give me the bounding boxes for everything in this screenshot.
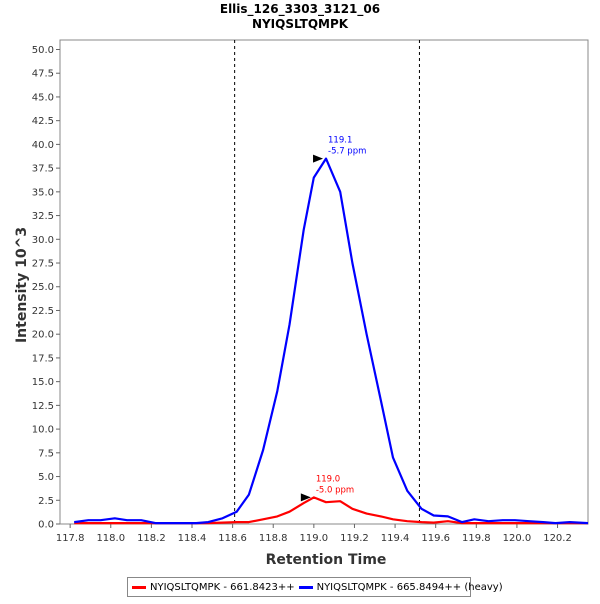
y-tick-label: 15.0	[32, 377, 54, 388]
y-tick-label: 42.5	[32, 116, 54, 127]
x-tick-label: 118.6	[218, 533, 247, 544]
legend-swatch-light	[132, 585, 146, 589]
x-tick-label: 118.2	[137, 533, 166, 544]
x-tick-label: 119.4	[381, 533, 410, 544]
peak-rt-label: 119.0	[316, 474, 340, 484]
y-tick-label: 22.5	[32, 306, 54, 317]
x-tick-label: 118.0	[96, 533, 125, 544]
x-tick-label: 118.8	[259, 533, 288, 544]
y-tick-label: 27.5	[32, 259, 54, 270]
plot-area: 0.0 2.5 5.0 7.5 10.0 12.5 15.0 17.5 20.0 22.5 25.0…	[32, 39, 589, 544]
x-axis-label: Retention Time	[266, 552, 387, 568]
x-tick-label: 120.2	[543, 533, 572, 544]
x-tick-label: 119.6	[421, 533, 450, 544]
y-tick-label: 0.0	[38, 520, 54, 531]
y-tick-label: 17.5	[32, 353, 54, 364]
peak-marker	[313, 154, 324, 163]
peak-marker	[300, 493, 311, 502]
y-tick-label: 47.5	[32, 69, 54, 80]
x-tick-label: 120.0	[503, 533, 532, 544]
x-tick-label: 117.8	[56, 533, 85, 544]
y-tick-label: 35.0	[32, 187, 54, 198]
legend-label-heavy: NYIQSLTQMPK - 665.8494++ (heavy)	[316, 581, 503, 593]
legend-label-light: NYIQSLTQMPK - 661.8423++	[150, 581, 295, 593]
x-tick-label: 118.4	[178, 533, 207, 544]
peak-ppm-label: -5.0 ppm	[316, 485, 354, 495]
y-tick-label: 20.0	[32, 330, 54, 341]
plot-frame	[59, 39, 589, 525]
legend-item-heavy: NYIQSLTQMPK - 665.8494++ (heavy)	[298, 581, 503, 593]
y-tick-label: 12.5	[32, 401, 54, 412]
chart-subtitle: NYIQSLTQMPK	[252, 17, 349, 31]
x-tick-label: 119.0	[300, 533, 329, 544]
peak-ppm-label: -5.7 ppm	[328, 147, 366, 157]
x-tick-label: 119.8	[462, 533, 491, 544]
y-tick-label: 50.0	[32, 45, 54, 56]
y-axis-label: Intensity 10^3	[14, 227, 30, 343]
y-tick-label: 40.0	[32, 140, 54, 151]
y-tick-label: 37.5	[32, 164, 54, 175]
y-tick-label: 7.5	[38, 448, 54, 459]
y-tick-label: 2.5	[38, 496, 54, 507]
y-tick-label: 5.0	[38, 472, 54, 483]
legend-swatch-heavy	[298, 585, 313, 589]
y-tick-label: 32.5	[32, 211, 54, 222]
y-tick-label: 10.0	[32, 425, 54, 436]
y-tick-label: 30.0	[32, 235, 54, 246]
chart-title: Ellis_126_3303_3121_06	[220, 2, 380, 17]
peak-rt-label: 119.1	[328, 136, 352, 146]
chart-legend: NYIQSLTQMPK - 661.8423++ NYIQSLTQMPK - 6…	[127, 577, 503, 597]
x-tick-label: 119.2	[340, 533, 369, 544]
series-line-heavy	[74, 157, 589, 525]
y-tick-label: 25.0	[32, 282, 54, 293]
y-tick-label: 45.0	[32, 92, 54, 103]
legend-item-light: NYIQSLTQMPK - 661.8423++	[132, 582, 295, 593]
